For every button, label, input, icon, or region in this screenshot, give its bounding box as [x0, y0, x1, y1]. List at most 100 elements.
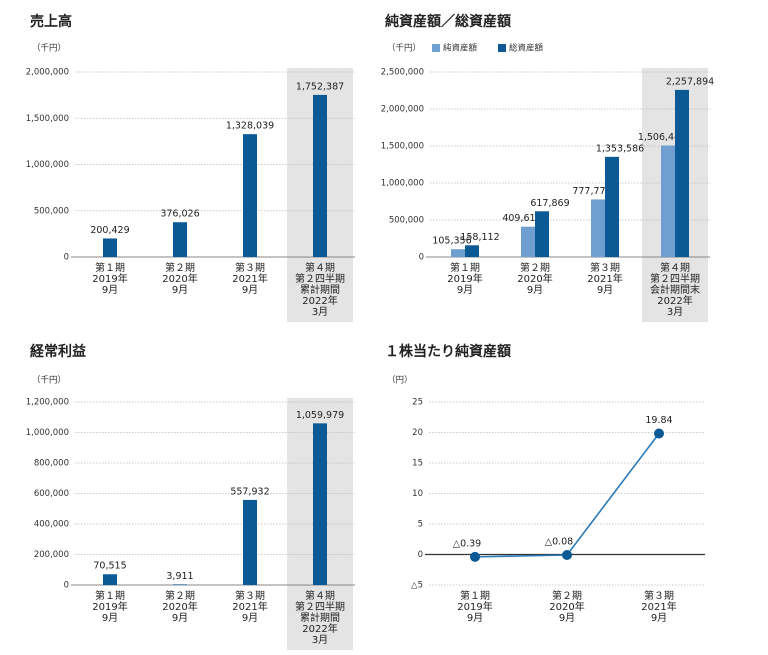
x-tick-label: 第２期 [165, 589, 195, 602]
bar [243, 134, 257, 257]
marker [562, 549, 572, 560]
marker [654, 428, 664, 439]
unit-label: （千円） [387, 43, 421, 54]
data-label: 1,353,586 [596, 143, 644, 154]
data-label: 200,429 [90, 225, 129, 236]
y-tick-label: 15 [412, 459, 423, 469]
x-tick-label: 2022年 [657, 294, 692, 307]
y-tick-label: 10 [412, 489, 423, 499]
data-label: 105,356 [432, 236, 471, 247]
x-tick-label: 第４期 [305, 261, 335, 274]
chart-title: 純資産額／総資産額 [385, 13, 511, 30]
bar [173, 584, 187, 585]
x-tick-label: 2021年 [232, 272, 267, 285]
x-tick-label: 第４期 [305, 589, 335, 602]
bar [465, 245, 479, 257]
y-tick-label: 1,000,000 [26, 428, 69, 438]
x-tick-label: 第３期 [644, 589, 674, 602]
unit-label: （円） [387, 375, 413, 386]
data-label: 158,112 [460, 232, 499, 243]
x-tick-label: 9月 [172, 284, 188, 296]
y-tick-label: 25 [412, 398, 423, 408]
x-tick-label: 第１期 [95, 589, 125, 602]
bar [605, 156, 619, 257]
legend-swatch [498, 44, 506, 52]
unit-label: （千円） [32, 43, 66, 54]
data-label: 1,506,447 [638, 132, 686, 143]
x-tick-label: 2019年 [92, 600, 127, 613]
y-tick-label: 400,000 [34, 520, 69, 530]
bar [243, 499, 257, 585]
x-tick-label: 3月 [312, 306, 328, 318]
y-tick-label: 0 [64, 253, 69, 263]
legend-label: 総資産額 [509, 43, 544, 54]
bar [173, 222, 187, 257]
y-tick-label: 2,000,000 [26, 68, 69, 78]
x-tick-label: 累計期間 [300, 283, 340, 296]
data-label: 1,752,387 [296, 81, 344, 92]
data-label: 3,911 [166, 571, 193, 582]
x-tick-label: 9月 [457, 284, 473, 296]
y-tick-label: 1,500,000 [26, 114, 69, 124]
y-tick-label: 0 [64, 581, 69, 591]
x-tick-label: 9月 [242, 284, 258, 296]
bar [313, 423, 327, 585]
bar [521, 226, 535, 257]
x-tick-label: 9月 [102, 612, 118, 624]
y-tick-label: 20 [412, 428, 423, 438]
data-label: 2,257,894 [666, 76, 714, 87]
x-tick-label: 2021年 [587, 272, 622, 285]
y-tick-label: 200,000 [34, 550, 69, 560]
x-tick-label: 第２四半期 [295, 272, 345, 285]
chart-title: 売上高 [30, 13, 72, 30]
data-label: △0.08 [545, 536, 573, 547]
bar [535, 211, 549, 257]
x-tick-label: 2019年 [457, 600, 492, 613]
data-label: 777,777 [572, 186, 611, 197]
x-tick-label: 9月 [242, 612, 258, 624]
bar [451, 249, 465, 257]
y-tick-label: △5 [411, 581, 423, 591]
x-tick-label: 2020年 [162, 600, 197, 613]
legend-label: 純資産額 [443, 43, 478, 54]
y-tick-label: 500,000 [389, 216, 424, 226]
y-tick-label: 1,000,000 [381, 179, 424, 189]
x-tick-label: 9月 [651, 612, 667, 624]
y-tick-label: 5 [418, 520, 423, 530]
chart-title: 経常利益 [30, 343, 86, 360]
data-label: 376,026 [160, 209, 199, 220]
y-tick-label: 800,000 [34, 459, 69, 469]
x-tick-label: 2021年 [232, 600, 267, 613]
x-tick-label: 9月 [559, 612, 575, 624]
x-tick-label: 3月 [667, 306, 683, 318]
marker [470, 551, 480, 562]
x-tick-label: 9月 [597, 284, 613, 296]
x-tick-label: 2020年 [517, 272, 552, 285]
x-tick-label: 9月 [527, 284, 543, 296]
x-tick-label: 第２四半期 [295, 600, 345, 613]
y-tick-label: 1,200,000 [26, 398, 69, 408]
x-tick-label: 9月 [467, 612, 483, 624]
x-tick-label: 第４期 [660, 261, 690, 274]
data-label: 617,869 [530, 198, 569, 209]
x-tick-label: 9月 [102, 284, 118, 296]
data-label: △0.39 [453, 538, 481, 549]
data-label: 409,612 [502, 213, 541, 224]
data-label: 19.84 [645, 415, 672, 426]
data-label: 1,328,039 [226, 121, 274, 132]
x-tick-label: 第２期 [520, 261, 550, 274]
x-tick-label: 第１期 [450, 261, 480, 274]
x-tick-label: 2019年 [447, 272, 482, 285]
x-tick-label: 9月 [172, 612, 188, 624]
y-tick-label: 1,500,000 [381, 142, 424, 152]
x-tick-label: 第２期 [552, 589, 582, 602]
y-tick-label: 2,500,000 [381, 68, 424, 78]
x-tick-label: 第２期 [165, 261, 195, 274]
x-tick-label: 第３期 [235, 589, 265, 602]
x-tick-label: 2022年 [302, 622, 337, 635]
y-tick-label: 1,000,000 [26, 160, 69, 170]
legend-swatch [432, 44, 440, 52]
x-tick-label: 第３期 [590, 261, 620, 274]
x-tick-label: 累計期間 [300, 611, 340, 624]
